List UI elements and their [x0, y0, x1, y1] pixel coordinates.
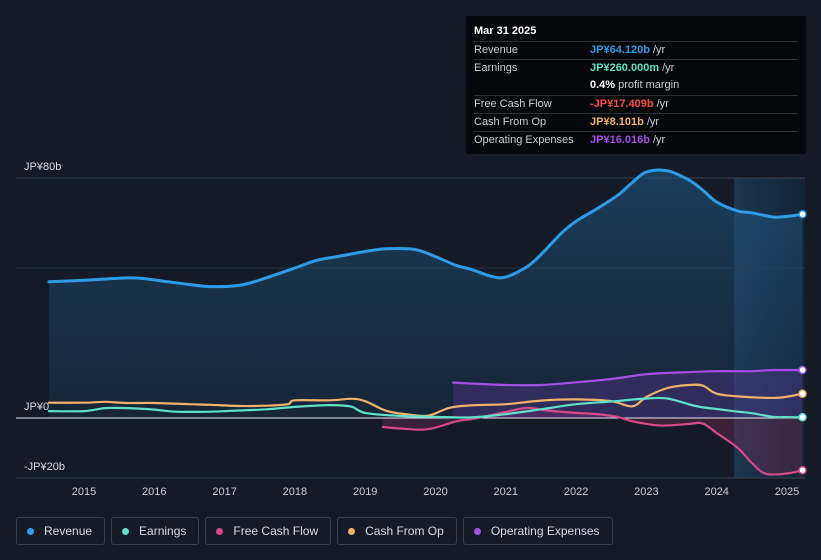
x-tick-label: 2017: [212, 486, 236, 498]
tooltip-label: [474, 77, 590, 94]
free-cash-flow-line: [381, 406, 804, 476]
free-cash-flow-area: [382, 407, 803, 474]
y-tick-label-zero: JP¥0: [24, 401, 49, 413]
tooltip-value: 0.4%: [590, 79, 616, 92]
revenue-endpoint: [798, 210, 807, 219]
tooltip-value: JP¥64.120b: [590, 44, 650, 56]
x-tick-label: 2021: [494, 486, 518, 498]
revenue-area: [48, 170, 803, 418]
operating-expenses-line: [452, 368, 804, 387]
legend-label: Earnings: [139, 524, 187, 538]
financial-chart: JP¥80b JP¥0 -JP¥20b 2015 2016 2017 2018 2019…: [16, 161, 807, 498]
cash-from-op-endpoint: [798, 389, 807, 398]
legend-item-revenue[interactable]: Revenue: [16, 517, 106, 545]
legend-dot-icon: [122, 527, 130, 535]
tooltip-unit: /yr: [656, 97, 669, 110]
tooltip-row-opex: Operating Expenses JP¥16.016b /yr: [474, 130, 798, 149]
legend-item-earnings[interactable]: Earnings: [111, 517, 200, 545]
x-tick-label: 2019: [353, 486, 377, 498]
x-tick-label: 2024: [704, 486, 728, 498]
chart-legend: Revenue Earnings Free Cash Flow Cash Fro…: [16, 517, 613, 545]
legend-dot-icon: [473, 527, 481, 535]
legend-item-operating-expenses[interactable]: Operating Expenses: [462, 517, 613, 545]
legend-dot-icon: [216, 527, 224, 535]
legend-label: Revenue: [44, 524, 93, 538]
x-tick-label: 2016: [142, 486, 166, 498]
x-tick-label: 2025: [775, 486, 799, 498]
tooltip-label: Revenue: [474, 44, 519, 56]
legend-label: Free Cash Flow: [233, 524, 319, 538]
legend-dot-icon: [348, 527, 356, 535]
legend-dot-icon: [27, 527, 34, 535]
tooltip-label: Free Cash Flow: [474, 97, 552, 110]
x-tick-label: 2022: [564, 486, 588, 498]
tooltip-unit: /yr: [662, 62, 675, 75]
tooltip-unit: /yr: [652, 133, 666, 146]
tooltip-label: Earnings: [474, 62, 518, 75]
tooltip-row-revenue: Revenue JP¥64.120b /yr: [474, 41, 798, 59]
operating-expenses-endpoint: [798, 365, 807, 375]
tooltip-value: JP¥8.101b: [590, 115, 644, 128]
tooltip-unit: /yr: [646, 115, 660, 128]
y-tick-label-top: JP¥80b: [24, 161, 61, 173]
tooltip-row-earnings: Earnings JP¥260.000m /yr: [474, 59, 798, 77]
revenue-line: [47, 168, 804, 289]
x-tick-label: 2023: [634, 486, 658, 498]
tooltip-unit: profit margin: [618, 79, 680, 92]
tooltip-row-margin: 0.4% profit margin: [474, 77, 798, 94]
tooltip-row-cfo: Cash From Op JP¥8.101b /yr: [474, 112, 798, 131]
tooltip-label: Cash From Op: [474, 115, 547, 128]
tooltip-label: Operating Expenses: [474, 133, 574, 146]
tooltip-value: JP¥260.000m: [590, 62, 660, 75]
free-cash-flow-endpoint: [798, 465, 807, 475]
earnings-endpoint: [798, 412, 807, 422]
y-tick-label-bottom: -JP¥20b: [24, 461, 65, 473]
data-tooltip: Mar 31 2025 Revenue JP¥64.120b /yr Earni…: [466, 16, 806, 154]
legend-item-free-cash-flow[interactable]: Free Cash Flow: [205, 517, 332, 545]
x-tick-label: 2020: [423, 486, 447, 498]
tooltip-value: -JP¥17.409b: [590, 97, 654, 110]
tooltip-date: Mar 31 2025: [474, 25, 537, 37]
tooltip-unit: /yr: [652, 44, 666, 56]
legend-label: Cash From Op: [365, 524, 444, 538]
operating-expenses-area: [453, 370, 803, 418]
earnings-line: [47, 396, 804, 419]
legend-label: Operating Expenses: [490, 524, 600, 538]
legend-item-cash-from-op[interactable]: Cash From Op: [337, 517, 457, 545]
tooltip-value: JP¥16.016b: [590, 133, 650, 146]
x-tick-label: 2015: [72, 486, 96, 498]
x-tick-label: 2018: [283, 486, 307, 498]
tooltip-row-fcf: Free Cash Flow -JP¥17.409b /yr: [474, 94, 798, 113]
